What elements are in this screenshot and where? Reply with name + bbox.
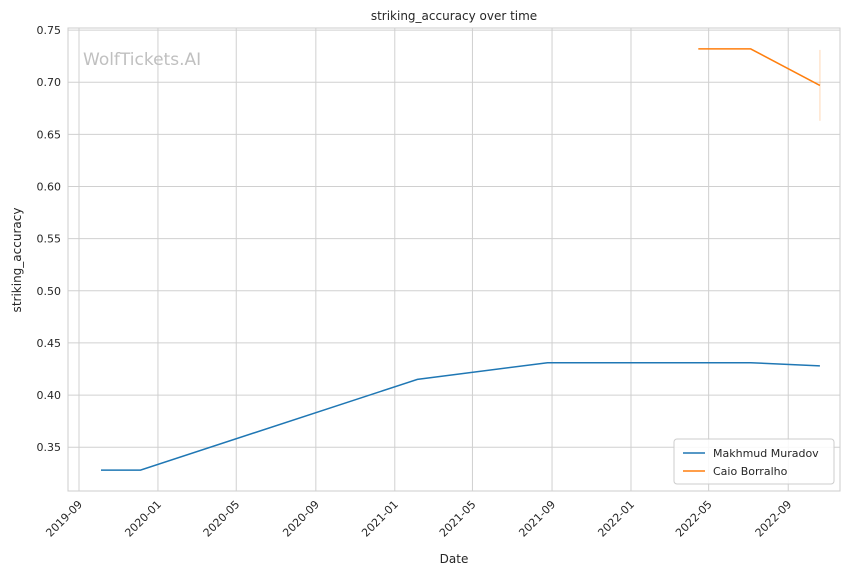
y-tick-label: 0.65 — [37, 128, 62, 141]
y-tick-label: 0.45 — [37, 337, 62, 350]
y-tick-label: 0.35 — [37, 441, 62, 454]
x-tick-label: 2020-09 — [280, 498, 322, 540]
x-tick-label: 2020-01 — [122, 498, 164, 540]
y-tick-label: 0.55 — [37, 233, 62, 246]
y-tick-label: 0.75 — [37, 24, 62, 37]
x-tick-label: 2022-05 — [673, 498, 715, 540]
y-tick-label: 0.50 — [37, 285, 62, 298]
x-tick-labels: 2019-09 2020-01 2020-05 2020-09 2021-01 2021-… — [43, 498, 794, 540]
y-tick-label: 0.40 — [37, 389, 62, 402]
legend-label-caio-borralho: Caio Borralho — [713, 465, 788, 478]
x-tick-label: 2020-05 — [201, 498, 243, 540]
grid-lines — [68, 28, 840, 491]
plot-area — [67, 27, 841, 492]
x-tick-label: 2021-05 — [437, 498, 479, 540]
x-tick-label: 2019-09 — [43, 498, 85, 540]
y-axis-label: striking_accuracy — [10, 208, 24, 313]
x-axis-label: Date — [440, 552, 469, 566]
x-tick-label: 2022-01 — [595, 498, 637, 540]
x-tick-label: 2021-01 — [359, 498, 401, 540]
chart-title: striking_accuracy over time — [371, 9, 537, 23]
x-tick-label: 2021-09 — [516, 498, 558, 540]
series-lines — [101, 48, 821, 471]
series-line-caio-borralho — [698, 48, 821, 87]
series-line-makhmud-muradov — [101, 361, 820, 471]
watermark: WolfTickets.AI — [83, 50, 201, 70]
y-tick-labels: 0.35 0.40 0.45 0.50 0.55 0.60 0.65 0.70 0.75 — [37, 24, 62, 454]
legend-label-makhmud-muradov: Makhmud Muradov — [713, 447, 819, 460]
legend: Makhmud Muradov Caio Borralho — [673, 438, 835, 485]
legend-box — [673, 438, 835, 485]
y-tick-label: 0.60 — [37, 181, 62, 194]
x-tick-label: 2022-09 — [753, 498, 795, 540]
y-tick-label: 0.70 — [37, 76, 62, 89]
